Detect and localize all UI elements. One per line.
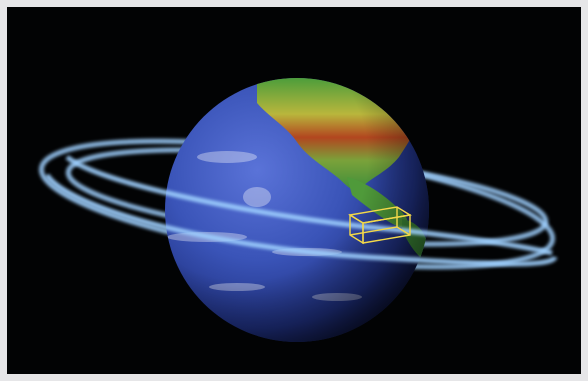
space-scene xyxy=(7,7,581,374)
satellite-box xyxy=(348,206,412,245)
earth-illustration xyxy=(38,78,558,342)
orbit-rings-front xyxy=(44,155,558,267)
